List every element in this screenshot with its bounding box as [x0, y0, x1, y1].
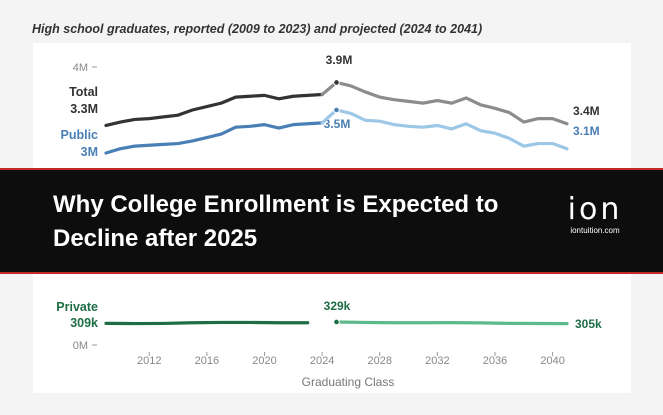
x-axis-ticks: 2012 2016 2020 2024 2028 2032 2036 2040: [137, 352, 565, 367]
total-start-value: 3.3M: [70, 102, 98, 116]
private-series-name: Private: [56, 300, 98, 314]
brand[interactable]: ion iontuition.com: [556, 194, 634, 236]
public-series-name: Public: [60, 128, 98, 142]
private-projected-line: [334, 320, 569, 326]
public-projected-line: [320, 108, 569, 151]
total-peak-value: 3.9M: [326, 53, 353, 67]
total-reported-line: [104, 92, 324, 128]
total-projected-line: [320, 80, 569, 126]
total-peak-marker: [333, 79, 340, 86]
brand-url: iontuition.com: [570, 226, 620, 235]
x-tick-label: 2012: [137, 355, 161, 367]
y-tick-label-0m: 0M: [73, 340, 88, 352]
title-banner: Why College Enrollment is Expected to De…: [0, 168, 663, 274]
x-tick-label: 2040: [540, 355, 564, 367]
public-start-value: 3M: [81, 145, 98, 159]
x-tick-label: 2032: [425, 355, 449, 367]
ion-logo: ion: [567, 192, 623, 227]
banner-title: Why College Enrollment is Expected to De…: [53, 191, 499, 252]
total-series-name: Total: [69, 85, 98, 99]
x-tick-label: 2020: [252, 355, 276, 367]
private-peak-marker: [333, 318, 340, 326]
x-tick-label: 2036: [483, 355, 507, 367]
private-end-value: 305k: [575, 317, 602, 331]
x-tick-label: 2016: [195, 355, 219, 367]
public-peak-marker: [333, 106, 340, 114]
y-tick-label-4m: 4M: [73, 62, 88, 74]
series-lines: [104, 79, 569, 326]
public-end-value: 3.1M: [573, 124, 600, 138]
x-axis-title: Graduating Class: [302, 375, 395, 389]
private-start-value: 309k: [70, 316, 98, 330]
public-peak-value: 3.5M: [324, 117, 351, 131]
x-tick-label: 2024: [310, 355, 334, 367]
public-reported-line: [104, 121, 324, 155]
total-end-value: 3.4M: [573, 104, 600, 118]
chart-caption: High school graduates, reported (2009 to…: [32, 22, 483, 36]
x-tick-label: 2028: [367, 355, 391, 367]
private-reported-line: [104, 320, 310, 326]
private-peak-value: 329k: [324, 299, 351, 313]
